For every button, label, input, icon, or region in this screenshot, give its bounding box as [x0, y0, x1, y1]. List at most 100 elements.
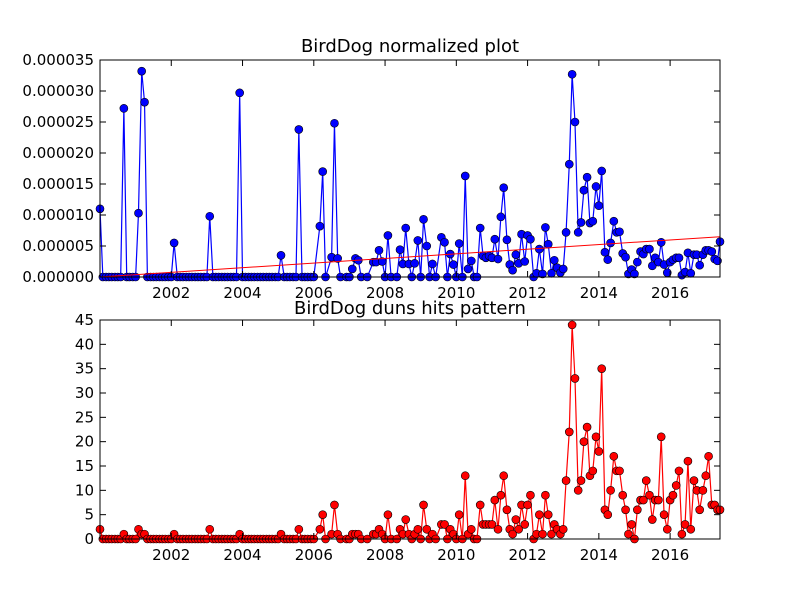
data-point [639, 495, 648, 505]
data-point [496, 212, 506, 222]
data-point [615, 466, 624, 476]
data-point [567, 69, 577, 79]
data-point [535, 510, 544, 519]
data-point [490, 234, 500, 244]
data-point [523, 500, 532, 510]
data-point [449, 260, 458, 269]
data-point [466, 524, 476, 534]
data-point [140, 97, 149, 107]
data-point [205, 211, 215, 221]
data-point [499, 183, 509, 193]
data-point [315, 524, 325, 534]
data-point [707, 247, 717, 256]
data-point [573, 228, 583, 237]
y-tick-label: 25 [75, 408, 94, 426]
data-point [475, 223, 485, 233]
data-point [621, 505, 630, 515]
data-point [377, 257, 387, 266]
data-point [677, 529, 687, 539]
data-point [698, 486, 708, 495]
data-point [490, 495, 500, 505]
y-tick-label: 0.000025 [22, 113, 94, 131]
x-tick-label: 2016 [651, 284, 689, 302]
data-point [558, 524, 568, 534]
data-point [561, 476, 571, 485]
data-point [463, 264, 473, 274]
data-point [410, 259, 419, 268]
data-point [621, 252, 630, 262]
data-point [606, 486, 615, 495]
chart-title: BirdDog duns hits pattern [294, 298, 526, 319]
data-point [526, 490, 535, 500]
data-point [576, 218, 586, 227]
data-point [582, 422, 592, 432]
data-point [401, 223, 411, 233]
data-point [597, 166, 607, 176]
data-point [591, 432, 601, 442]
data-point [588, 216, 598, 226]
data-point [466, 256, 476, 266]
data-point [641, 476, 651, 485]
data-point [701, 471, 711, 481]
y-tick-label: 0.000035 [22, 51, 94, 69]
data-point [496, 490, 506, 500]
data-point [422, 524, 432, 534]
data-point [564, 159, 574, 169]
data-point [137, 66, 146, 76]
data-point [493, 254, 503, 264]
data-point [609, 216, 619, 226]
x-tick-label: 2004 [223, 284, 261, 302]
data-point [647, 515, 657, 524]
data-point [318, 510, 328, 519]
x-tick-label: 2010 [437, 284, 475, 302]
x-tick-label: 2006 [295, 546, 333, 564]
data-point [570, 117, 580, 127]
data-point [508, 265, 517, 275]
y-tick-label: 15 [75, 457, 94, 475]
x-tick-label: 2006 [295, 284, 333, 302]
y-tick-label: 0.000000 [22, 268, 94, 286]
y-tick-label: 0.000015 [22, 175, 94, 193]
data-point [511, 515, 521, 524]
data-point [645, 244, 654, 254]
data-point [440, 237, 449, 247]
data-point [454, 239, 464, 248]
data-point [543, 239, 553, 249]
x-tick-label: 2004 [223, 546, 261, 564]
data-point [624, 529, 633, 539]
data-point [333, 254, 342, 263]
y-tick-label: 0.000030 [22, 82, 94, 100]
data-point [330, 118, 339, 128]
data-point [538, 269, 547, 279]
data-point [460, 171, 470, 181]
data-point [588, 466, 598, 476]
data-point [656, 237, 666, 247]
duns-hits-panel: BirdDog duns hits pattern 2002 2004 2006 20… [75, 298, 725, 564]
data-point [493, 524, 503, 534]
data-point [558, 264, 568, 274]
x-tick-label: 2008 [366, 546, 404, 564]
data-point [564, 427, 574, 437]
data-point [541, 223, 550, 232]
chart-title: BirdDog normalized plot [301, 36, 519, 57]
trend-line [99, 236, 721, 278]
data-point [235, 88, 244, 98]
data-point [422, 241, 432, 251]
data-point [541, 490, 550, 500]
data-point [683, 456, 693, 466]
data-point [603, 255, 613, 264]
data-point [460, 471, 470, 481]
data-point [550, 255, 559, 265]
data-point [591, 182, 601, 191]
data-point [674, 466, 684, 476]
data-point [330, 500, 339, 510]
x-tick-label: 2012 [508, 546, 546, 564]
data-point [169, 238, 179, 248]
data-point [615, 227, 624, 237]
data-point [526, 234, 535, 244]
y-tick-label: 35 [75, 360, 94, 378]
data-point [294, 524, 304, 534]
plot-frame [99, 319, 721, 540]
data-point [514, 524, 523, 534]
data-point [686, 268, 696, 278]
